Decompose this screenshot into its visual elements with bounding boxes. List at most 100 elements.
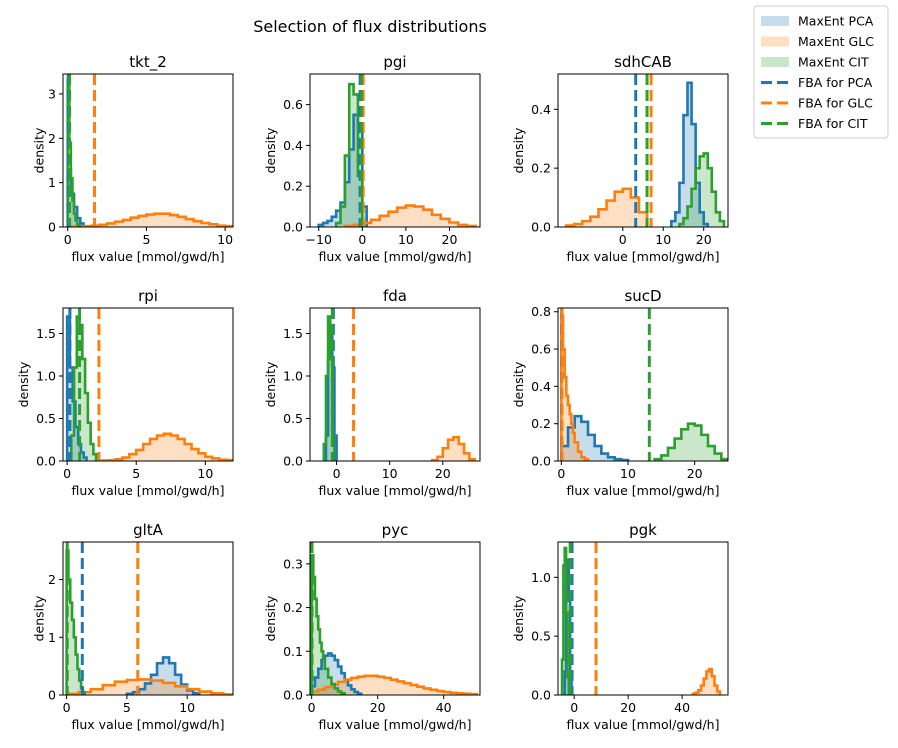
hist-bar-cit: [353, 94, 358, 227]
hist-bar-pca: [695, 182, 700, 227]
hist-bar-glc: [351, 677, 358, 695]
hist-bar-glc: [569, 414, 572, 461]
y-axis-label: density: [16, 361, 31, 407]
hist-bar-pca: [691, 124, 696, 227]
hist-bar-glc: [598, 209, 607, 227]
hist-bar-glc: [177, 216, 186, 227]
hist-bar-glc: [162, 213, 171, 227]
hist-bar-glc: [318, 689, 325, 695]
hist-bar-glc: [430, 689, 438, 695]
y-tick-label: 0.2: [531, 416, 551, 431]
hist-bar-glc: [198, 453, 206, 461]
y-axis-label: density: [511, 361, 526, 407]
hist-bar-cit: [71, 435, 75, 461]
hist-outline-glc: [430, 435, 476, 461]
subplot-gltA: 0 5 10 0 1 2 gltA flux value [mmol/gwd/h] densit…: [31, 521, 234, 732]
x-tick-label: 5: [142, 232, 150, 247]
hist-bar-glc: [146, 214, 155, 227]
hist-bar-cit: [701, 434, 708, 461]
hist-bar-glc: [437, 456, 443, 461]
x-tick-label: 10: [398, 232, 414, 247]
hist-bar-pca: [703, 224, 708, 227]
y-tick-label: 0.0: [531, 688, 551, 703]
hist-bar-glc: [564, 377, 567, 461]
hist-bar-pca: [334, 660, 339, 695]
axes-frame: [309, 541, 481, 696]
y-tick-label: 2: [48, 131, 56, 146]
hist-bar-glc: [581, 457, 585, 461]
y-tick-label: 0.0: [283, 220, 303, 235]
x-tick-label: 20: [620, 700, 636, 715]
hist-bar-glc: [102, 685, 115, 695]
hist-bar-glc: [205, 456, 213, 461]
hist-bar-cit: [715, 212, 720, 227]
plot-area: [560, 542, 722, 695]
hist-bar-pca: [75, 427, 79, 461]
subplot-sucD: 0 10 20 0.0 0.2 0.4 0.6 0.8 sucD flux value [mmol…: [511, 287, 729, 498]
hist-outline-glc: [65, 678, 233, 695]
hist-bar-glc: [703, 678, 707, 695]
hist-bar-cit: [314, 598, 317, 695]
x-axis-label: flux value [mmol/gwd/h]: [319, 717, 472, 732]
axes-frame: [557, 307, 729, 462]
hist-bar-glc: [614, 191, 623, 227]
hist-outline-pca: [670, 81, 710, 227]
y-tick-label: 1.0: [531, 570, 551, 585]
hist-bar-cit: [681, 429, 688, 461]
x-tick-label: 20: [696, 232, 712, 247]
x-tick-label: 40: [436, 700, 452, 715]
hist-bar-pca: [344, 182, 350, 227]
hist-bar-glc: [150, 438, 157, 461]
hist-bar-glc: [170, 215, 178, 227]
hist-bar-glc: [122, 457, 130, 461]
hist-outline-glc: [691, 667, 722, 695]
hist-bar-glc: [442, 448, 449, 461]
hist-bar-cit: [679, 224, 684, 227]
hist-bar-glc: [638, 212, 648, 227]
hist-bar-cit: [711, 191, 716, 227]
hist-bar-cit: [674, 438, 682, 461]
x-tick-label: 10: [655, 232, 671, 247]
hist-bar-glc: [357, 676, 365, 695]
y-tick-label: 0.5: [283, 411, 303, 426]
y-tick-label: 2: [48, 572, 56, 587]
subplot-title: sucD: [624, 287, 661, 305]
y-axis-label: density: [263, 127, 278, 173]
x-tick-label: 0: [63, 466, 71, 481]
subplot-title: gltA: [133, 521, 164, 539]
hist-outline-cit: [678, 152, 726, 227]
y-axis-label: density: [31, 127, 46, 173]
hist-bar-glc: [698, 690, 702, 695]
hist-bar-cit: [357, 176, 363, 227]
hist-bar-glc: [390, 679, 398, 695]
hist-outline-glc: [100, 432, 233, 461]
plot-area: [66, 74, 233, 227]
axes-frame: [309, 307, 481, 462]
subplot-title: sdhCAB: [614, 53, 672, 71]
x-tick-label: 0: [358, 232, 366, 247]
hist-bar-pca: [324, 655, 329, 695]
hist-bar-cit: [703, 153, 708, 227]
hist-bar-pca: [568, 427, 575, 461]
x-tick-label: 10: [620, 466, 636, 481]
hist-bar-glc: [397, 207, 406, 227]
hist-bar-cit: [77, 669, 80, 695]
plot-area: [310, 542, 478, 695]
plot-area: [560, 308, 728, 461]
hist-bar-glc: [130, 217, 139, 227]
y-axis-label: density: [263, 361, 278, 407]
hist-bar-glc: [410, 684, 418, 695]
x-tick-label: 10: [179, 700, 195, 715]
x-axis-label: flux value [mmol/gwd/h]: [567, 249, 720, 264]
y-tick-label: 0.8: [531, 304, 551, 319]
hist-bar-glc: [388, 211, 398, 227]
hist-bar-glc: [443, 691, 451, 695]
x-axis-label: flux value [mmol/gwd/h]: [72, 483, 225, 498]
hist-bar-glc: [193, 221, 202, 227]
hist-bar-glc: [377, 676, 385, 695]
hist-bar-pca: [327, 220, 332, 227]
y-tick-label: 1.5: [283, 326, 303, 341]
x-tick-label: 0: [557, 466, 565, 481]
hist-bar-glc: [714, 685, 718, 695]
